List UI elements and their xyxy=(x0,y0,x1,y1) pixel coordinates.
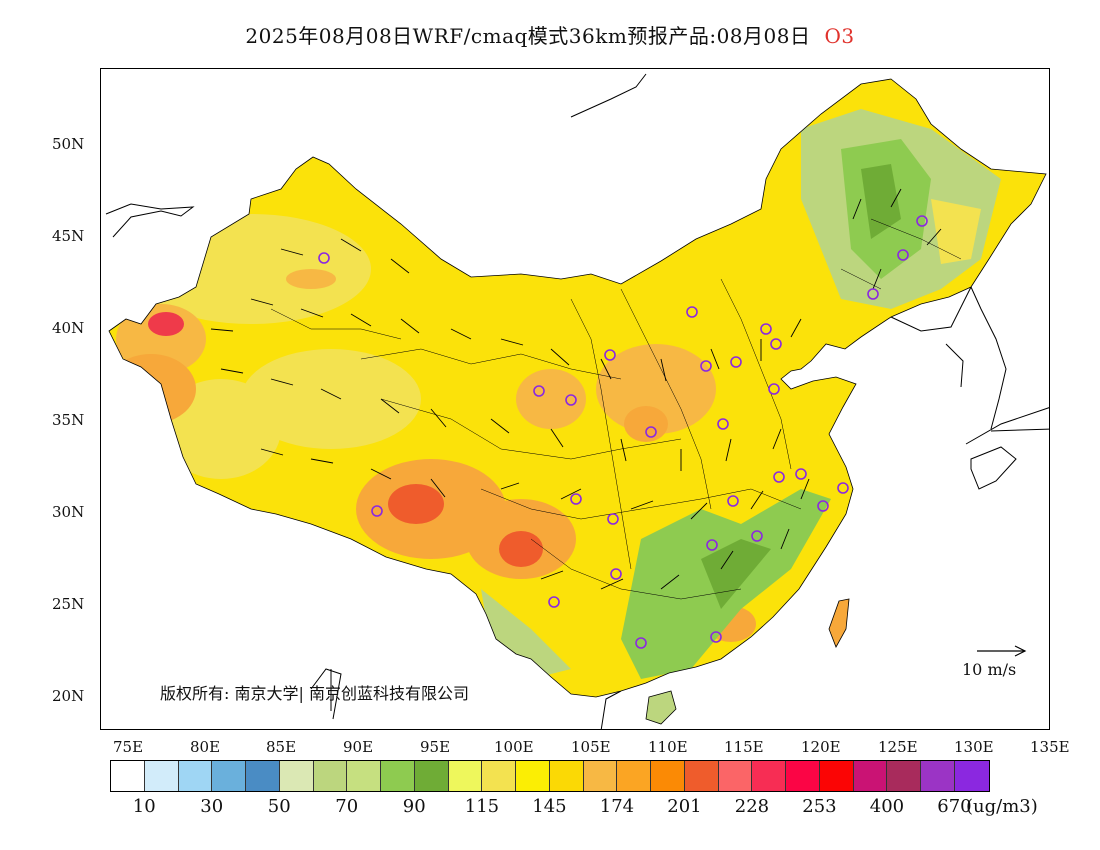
lon-label: 110E xyxy=(648,738,688,756)
colorbar-swatch xyxy=(212,761,246,791)
lon-label: 80E xyxy=(190,738,221,756)
colorbar-swatch xyxy=(313,761,348,791)
colorbar-swatch xyxy=(752,761,786,791)
colorbar-swatch xyxy=(549,761,584,791)
map-frame xyxy=(100,68,1050,730)
colorbar-label: 30 xyxy=(200,796,224,817)
colorbar-swatch xyxy=(144,761,179,791)
colorbar-swatch xyxy=(516,761,550,791)
colorbar-swatch xyxy=(718,761,753,791)
colorbar-label: 115 xyxy=(464,796,500,817)
species-label: O3 xyxy=(824,24,855,48)
lon-label: 130E xyxy=(954,738,994,756)
map-svg xyxy=(105,73,1049,729)
colorbar-label: 145 xyxy=(532,796,567,817)
map-title: 2025年08月08日WRF/cmaq模式36km预报产品:08月08日 O3 xyxy=(0,20,1100,49)
lon-label: 85E xyxy=(266,738,297,756)
city-markers xyxy=(318,215,928,697)
colorbar-swatch xyxy=(887,761,921,791)
ozone-field xyxy=(109,79,1046,697)
colorbar-swatch xyxy=(921,761,955,791)
colorbar-swatch xyxy=(381,761,415,791)
colorbar-swatch xyxy=(786,761,820,791)
colorbar-swatch xyxy=(651,761,685,791)
lat-label: 25N xyxy=(52,595,85,613)
lon-label: 115E xyxy=(724,738,764,756)
colorbar-label: 90 xyxy=(402,796,426,817)
lat-label: 35N xyxy=(52,411,85,429)
colorbar-swatch xyxy=(414,761,449,791)
wind-scale-label: 10 m/s xyxy=(962,660,1017,679)
colorbar-swatch xyxy=(482,761,516,791)
lat-label: 20N xyxy=(52,687,85,705)
lon-label: 135E xyxy=(1030,738,1070,756)
colorbar-swatch xyxy=(617,761,651,791)
taiwan-island xyxy=(828,598,850,648)
colorbar-swatch xyxy=(347,761,381,791)
wind-scale-arrow-icon xyxy=(977,645,1027,657)
china-outline xyxy=(108,78,1047,698)
lon-label: 100E xyxy=(494,738,534,756)
colorbar-label: 174 xyxy=(599,796,635,817)
colorbar-swatch xyxy=(246,761,280,791)
colorbar-label: 253 xyxy=(802,796,837,817)
lon-label: 75E xyxy=(113,738,144,756)
lat-label: 30N xyxy=(52,503,85,521)
colorbar-unit: (ug/m3) xyxy=(966,796,1038,817)
title-text: 2025年08月08日WRF/cmaq模式36km预报产品:08月08日 xyxy=(245,24,811,48)
wind-arrows xyxy=(210,188,942,590)
colorbar-swatch xyxy=(178,761,213,791)
lat-label: 40N xyxy=(52,319,85,337)
colorbar-swatch xyxy=(853,761,888,791)
colorbar-label: 10 xyxy=(132,796,156,817)
colorbar xyxy=(110,760,990,792)
colorbar-swatch xyxy=(279,761,314,791)
lon-label: 125E xyxy=(878,738,918,756)
colorbar-swatch xyxy=(111,761,145,791)
lon-label: 90E xyxy=(343,738,374,756)
colorbar-label: 50 xyxy=(267,796,291,817)
colorbar-swatch xyxy=(448,761,483,791)
colorbar-label: 201 xyxy=(667,796,702,817)
lon-label: 105E xyxy=(571,738,611,756)
lon-label: 95E xyxy=(420,738,451,756)
copyright-text: 版权所有: 南京大学| 南京创蓝科技有限公司 xyxy=(160,684,469,703)
colorbar-swatch xyxy=(819,761,854,791)
colorbar-label: 70 xyxy=(335,796,359,817)
hainan-island xyxy=(645,690,677,725)
colorbar-swatch xyxy=(583,761,618,791)
colorbar-swatch xyxy=(684,761,719,791)
lat-label: 45N xyxy=(52,227,85,245)
colorbar-swatch xyxy=(954,761,989,791)
colorbar-label: 670 xyxy=(937,796,972,817)
colorbar-label: 228 xyxy=(734,796,770,817)
lat-label: 50N xyxy=(52,135,85,153)
lon-label: 120E xyxy=(801,738,841,756)
colorbar-label: 400 xyxy=(869,796,905,817)
